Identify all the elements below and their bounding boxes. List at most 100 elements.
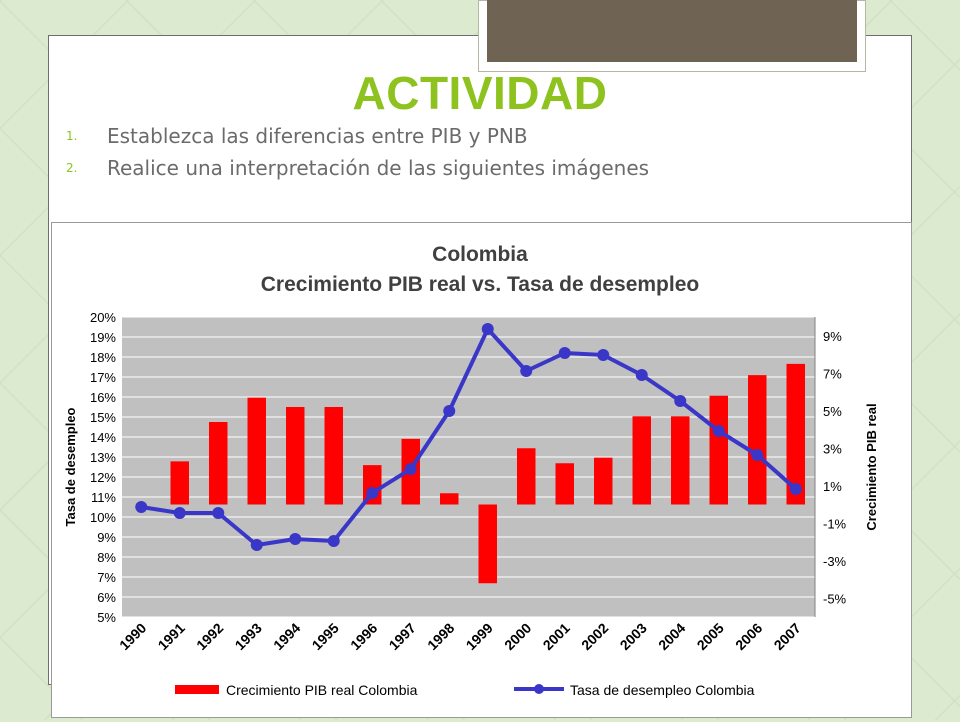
x-tick-label: 1990 <box>116 620 149 653</box>
x-tick-label: 1991 <box>155 620 188 653</box>
gridlines <box>122 316 815 618</box>
right-tick-label: -3% <box>823 554 847 569</box>
line-point <box>635 369 648 381</box>
left-tick-label: 5% <box>97 610 116 625</box>
bar <box>170 461 189 505</box>
right-tick-label: 9% <box>823 329 842 344</box>
x-tick-label: 2006 <box>732 620 765 653</box>
left-tick-label: 12% <box>90 470 116 485</box>
line-point <box>712 425 725 437</box>
bar <box>555 463 574 505</box>
right-tick-label: 5% <box>823 404 842 419</box>
left-axis-label: Tasa de desempleo <box>63 407 78 526</box>
slide-title: ACTIVIDAD <box>352 67 608 119</box>
x-tick-label: 2001 <box>540 620 573 653</box>
right-tick-label: 7% <box>823 366 842 381</box>
left-tick-label: 17% <box>90 370 116 385</box>
line-point <box>481 323 494 335</box>
legend-line-marker <box>534 684 544 694</box>
title-tab <box>487 0 857 62</box>
combo-chart: Colombia Crecimiento PIB real vs. Tasa d… <box>63 243 879 698</box>
x-tick-label: 2002 <box>578 620 611 653</box>
bar <box>517 448 536 505</box>
legend: Crecimiento PIB real Colombia Tasa de de… <box>175 682 755 698</box>
x-tick-label: 2004 <box>655 620 688 653</box>
x-tick-label: 1996 <box>347 620 380 653</box>
left-tick-label: 15% <box>90 410 116 425</box>
legend-bar-label: Crecimiento PIB real Colombia <box>226 682 418 698</box>
right-tick-label: 1% <box>823 479 842 494</box>
activity-list: 1. Establezca las diferencias entre PIB … <box>62 124 662 188</box>
bar <box>209 422 228 505</box>
bar <box>247 397 266 505</box>
line-point <box>135 501 148 513</box>
line-point <box>404 463 417 475</box>
right-axis-ticks: 9% 7% 5% 3% 1% -1% -3% -5% <box>823 329 847 607</box>
bar <box>632 416 651 505</box>
line-point <box>520 365 533 377</box>
left-tick-label: 6% <box>97 590 116 605</box>
bar <box>594 457 613 505</box>
bar <box>286 407 305 505</box>
line-point <box>327 535 340 547</box>
right-tick-label: -5% <box>823 591 847 606</box>
left-tick-label: 20% <box>90 310 116 325</box>
line-point <box>674 395 687 407</box>
x-tick-label: 2003 <box>617 620 650 653</box>
list-item: 2. Realice una interpretación de las sig… <box>62 156 662 181</box>
list-item: 1. Establezca las diferencias entre PIB … <box>62 124 662 149</box>
left-tick-label: 11% <box>91 490 116 505</box>
x-tick-label: 1994 <box>270 620 303 653</box>
line-point <box>443 405 456 417</box>
chart-frame: Colombia Crecimiento PIB real vs. Tasa d… <box>51 222 912 718</box>
legend-line-label: Tasa de desempleo Colombia <box>570 682 755 698</box>
left-tick-label: 16% <box>90 390 116 405</box>
bar <box>671 416 690 505</box>
x-tick-label: 1992 <box>193 620 226 653</box>
line-point <box>597 349 610 361</box>
right-axis-label: Crecimiento PIB real <box>864 403 879 530</box>
line-point <box>212 507 225 519</box>
line-point <box>250 539 263 551</box>
x-tick-label: 1999 <box>463 620 496 653</box>
bar <box>478 504 497 584</box>
chart-subtitle: Crecimiento PIB real vs. Tasa de desempl… <box>261 273 699 296</box>
left-tick-label: 13% <box>90 450 116 465</box>
x-tick-label: 1993 <box>232 620 265 653</box>
bar <box>709 395 728 505</box>
left-axis-ticks: 20% 19% 18% 17% 16% 15% 14% 13% 12% 11% 10% 9% 8% 7% 6… <box>90 310 116 625</box>
left-tick-label: 7% <box>97 570 116 585</box>
left-tick-label: 19% <box>90 330 116 345</box>
x-tick-label: 2007 <box>771 620 804 653</box>
line-point <box>289 533 302 545</box>
x-tick-label: 1997 <box>386 620 419 653</box>
legend-bar-swatch <box>175 685 219 694</box>
chart-title: Colombia <box>432 243 528 266</box>
bar <box>748 375 767 505</box>
x-tick-label: 1995 <box>309 620 342 653</box>
x-tick-label: 1998 <box>424 620 457 653</box>
list-item-number: 2. <box>66 161 78 175</box>
x-tick-label: 2000 <box>501 620 534 653</box>
line-series <box>135 323 802 551</box>
line-point <box>366 487 379 499</box>
list-item-text: Realice una interpretación de las siguie… <box>107 156 650 180</box>
left-tick-label: 9% <box>97 530 116 545</box>
bar <box>324 407 343 505</box>
left-tick-label: 14% <box>90 430 116 445</box>
series-line <box>140 327 798 547</box>
left-tick-label: 18% <box>90 350 116 365</box>
x-tick-label: 2005 <box>694 620 727 653</box>
line-point <box>789 483 802 495</box>
line-point <box>558 347 571 359</box>
bar <box>786 363 805 505</box>
line-point <box>751 449 764 461</box>
bar <box>440 493 459 505</box>
left-tick-label: 10% <box>90 510 116 525</box>
x-axis-ticks: 1990 1991 1992 1993 1994 1995 1996 1997 1998 1999… <box>116 620 804 653</box>
list-item-number: 1. <box>66 129 78 143</box>
right-tick-label: -1% <box>823 516 847 531</box>
list-item-text: Establezca las diferencias entre PIB y P… <box>107 124 528 148</box>
right-tick-label: 3% <box>823 441 842 456</box>
line-point <box>173 507 186 519</box>
